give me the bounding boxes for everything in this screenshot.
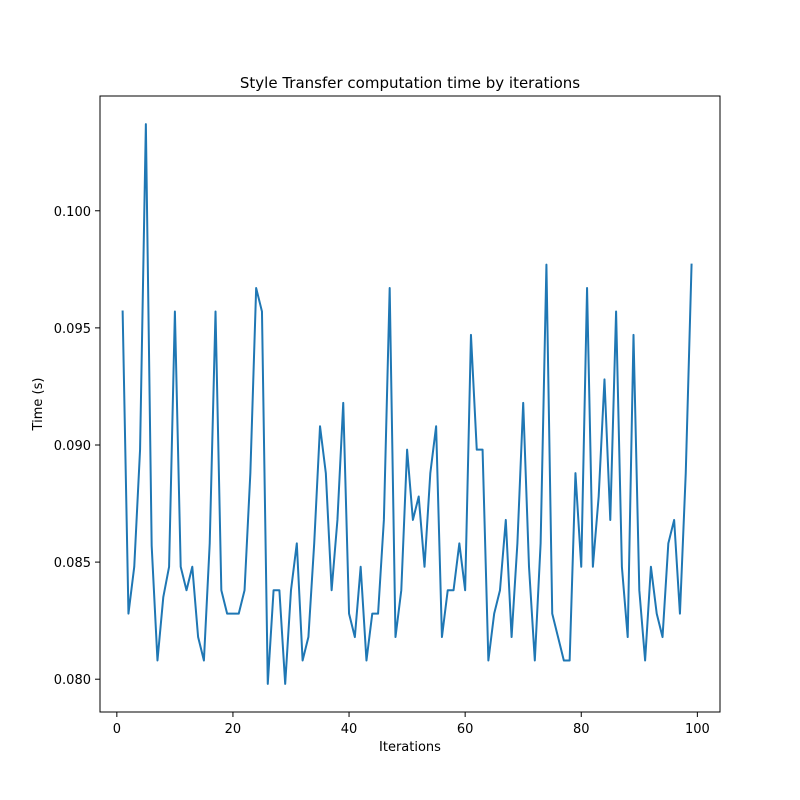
x-axis: 0 20 40 60 80 100 <box>113 712 710 737</box>
chart-title: Style Transfer computation time by itera… <box>240 74 580 92</box>
x-tick-label: 80 <box>573 722 590 737</box>
y-tick-label: 0.095 <box>54 322 91 337</box>
x-tick-label: 20 <box>225 722 242 737</box>
y-tick-label: 0.090 <box>54 439 91 454</box>
y-axis-label: Time (s) <box>31 378 46 432</box>
y-tick-label: 0.100 <box>54 205 91 220</box>
plot-area <box>99 95 721 713</box>
x-tick-label: 40 <box>341 722 358 737</box>
x-tick-label: 60 <box>457 722 474 737</box>
axes-frame <box>99 95 721 713</box>
x-tick-label: 0 <box>113 722 121 737</box>
y-tick-label: 0.080 <box>54 673 91 688</box>
x-axis-label: Iterations <box>379 740 441 755</box>
y-tick-label: 0.085 <box>54 556 91 571</box>
series-line <box>121 123 693 685</box>
y-axis: 0.080 0.085 0.090 0.095 0.100 <box>54 205 100 688</box>
x-tick-label: 100 <box>685 722 710 737</box>
